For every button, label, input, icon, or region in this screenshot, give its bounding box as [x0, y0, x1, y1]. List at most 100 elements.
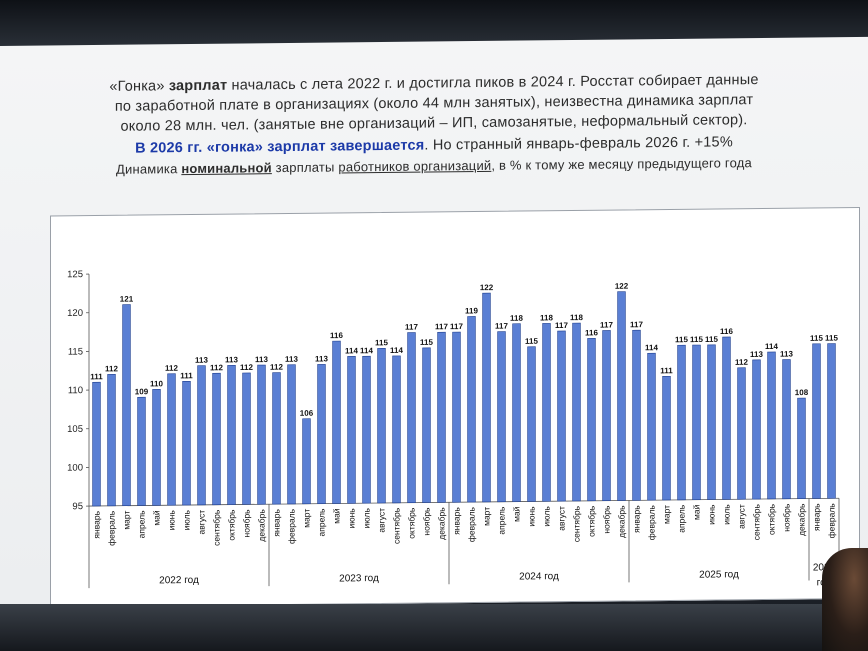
year-group-label: 2025 год: [699, 569, 739, 580]
bar-value-label: 106: [300, 409, 314, 418]
month-label: апрель: [677, 504, 687, 533]
bar-value-label: 111: [180, 371, 193, 380]
bar-value-label: 109: [135, 387, 149, 396]
bar: [557, 330, 566, 502]
bar: [212, 372, 221, 506]
bar: [827, 343, 836, 499]
bar: [737, 367, 746, 500]
bar: [782, 359, 791, 500]
month-label: июль: [542, 506, 552, 527]
month-label: май: [332, 508, 342, 524]
bar-value-label: 117: [630, 320, 643, 329]
month-label: сентябрь: [572, 505, 582, 542]
month-label: май: [692, 504, 702, 520]
bar-value-label: 110: [150, 379, 163, 388]
year-group-label: 2024 год: [519, 571, 559, 582]
bar-value-label: 118: [540, 313, 553, 322]
month-label: февраль: [287, 508, 297, 544]
bar: [752, 359, 761, 500]
bar: [287, 364, 296, 505]
month-label: январь: [812, 503, 822, 531]
bar-value-label: 117: [555, 321, 568, 330]
month-label: июнь: [707, 504, 717, 525]
month-label: ноябрь: [602, 505, 612, 534]
chart-subtitle: Динамика номинальной зарплаты работников…: [0, 154, 868, 178]
bar: [152, 389, 161, 506]
bar-value-label: 113: [195, 356, 208, 365]
month-label: декабрь: [797, 503, 807, 536]
month-label: октябрь: [227, 509, 237, 541]
bar-value-label: 117: [600, 320, 613, 329]
bar-value-label: 111: [660, 366, 673, 375]
bar-value-label: 117: [435, 322, 448, 331]
bar-value-label: 114: [345, 346, 358, 355]
bar: [137, 396, 146, 506]
bar-value-label: 113: [780, 349, 793, 358]
bar: [227, 365, 236, 505]
bar: [797, 397, 806, 499]
month-label: январь: [92, 510, 102, 538]
bar-value-label: 115: [705, 335, 718, 344]
speaker-silhouette: [822, 548, 868, 651]
bar: [272, 372, 281, 505]
bar-value-label: 116: [585, 328, 598, 337]
month-label: февраль: [107, 510, 117, 546]
month-label: август: [377, 508, 387, 533]
bar-value-label: 118: [570, 313, 583, 322]
month-label: июнь: [347, 508, 357, 529]
month-label: июль: [182, 509, 192, 530]
bar: [92, 381, 101, 507]
bar: [362, 355, 371, 504]
month-label: декабрь: [257, 509, 267, 542]
bar: [452, 331, 461, 503]
subtitle-text: , в % к тому же месяцу предыдущего года: [491, 155, 752, 173]
month-label: июнь: [527, 506, 537, 527]
bar: [542, 323, 551, 502]
month-label: январь: [272, 508, 282, 536]
bar-value-label: 113: [285, 355, 298, 364]
bar-value-label: 116: [330, 331, 343, 340]
bar: [572, 322, 581, 502]
bar-value-label: 115: [810, 334, 823, 343]
y-tick-label: 95: [72, 501, 83, 512]
bar-value-label: 122: [480, 283, 494, 292]
bar-value-label: 112: [270, 363, 283, 372]
bar-value-label: 112: [240, 363, 253, 372]
bar-value-label: 115: [690, 335, 703, 344]
bar: [422, 347, 431, 503]
bar-value-label: 115: [825, 334, 838, 343]
header-line-3: около 28 млн. чел. (занятые вне организа…: [120, 112, 748, 135]
month-label: октябрь: [407, 507, 417, 539]
bar-value-label: 108: [795, 388, 809, 397]
y-tick-label: 125: [67, 269, 83, 280]
highlight-text: В 2026 гг. «гонка» зарплат завершается: [135, 137, 425, 157]
month-label: сентябрь: [392, 507, 402, 544]
bar: [437, 331, 446, 503]
month-label: август: [197, 510, 207, 535]
month-label: март: [662, 505, 672, 524]
bar-value-label: 112: [165, 364, 178, 373]
bar: [602, 330, 611, 501]
bar-value-label: 117: [405, 322, 418, 331]
y-tick-label: 110: [68, 385, 83, 396]
bar-value-label: 118: [510, 314, 523, 323]
bar: [632, 329, 641, 501]
bar-value-label: 113: [750, 350, 763, 359]
y-tick-label: 120: [67, 308, 83, 319]
room-background-bottom: [0, 604, 868, 651]
month-label: февраль: [467, 506, 477, 542]
bar: [317, 364, 326, 504]
bar: [812, 343, 821, 499]
bar: [242, 372, 251, 505]
header-line-4: В 2026 гг. «гонка» зарплат завершается. …: [0, 133, 868, 158]
bar: [122, 304, 131, 507]
bar: [497, 331, 506, 503]
bar: [407, 332, 416, 504]
header-text: «Гонка»: [109, 78, 169, 95]
month-label: декабрь: [437, 507, 447, 540]
month-label: август: [737, 504, 747, 529]
month-label: март: [122, 511, 132, 530]
bar: [302, 418, 311, 505]
bar-chart: 95 100 105 110 115 120 125 111 январь 112 февраль 1…: [67, 269, 840, 588]
chart-area: 95 100 105 110 115 120 125 111 январь 112 февраль 1…: [50, 206, 860, 608]
